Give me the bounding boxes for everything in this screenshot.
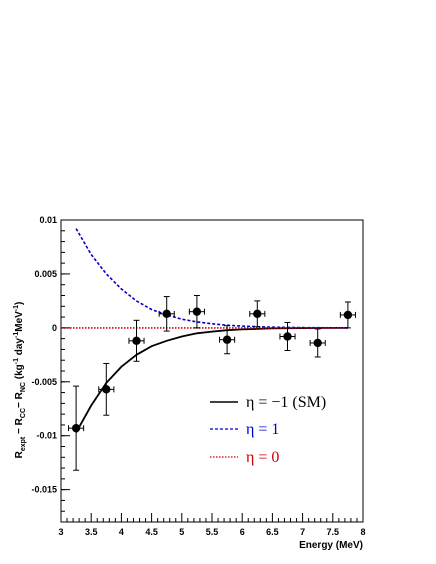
data-points (68, 295, 356, 471)
data-point (249, 300, 266, 328)
y-tick-label: -0.01 (36, 431, 57, 441)
x-tick-label: 6 (240, 527, 245, 537)
x-tick-label: 5 (179, 527, 184, 537)
data-marker (313, 338, 322, 348)
data-marker (162, 309, 171, 319)
data-point (279, 321, 296, 352)
y-tick-label: -0.005 (31, 377, 57, 387)
legend-label: η = −1 (SM) (246, 394, 326, 411)
x-tick-label: 8 (360, 527, 365, 537)
x-tick-label: 7 (300, 527, 305, 537)
y-axis-label: Rexpt − RCC− RNC (kg-1 day-1MeV-1) (13, 302, 27, 459)
data-marker (192, 307, 202, 316)
data-marker (71, 423, 81, 433)
data-marker (253, 309, 262, 319)
x-tick-label: 3 (58, 527, 63, 537)
curve-solid (75, 326, 348, 433)
data-marker (102, 385, 111, 394)
y-axis-label-text: Rexpt − RCC− RNC (kg-1 day-1MeV-1) (13, 302, 27, 459)
legend-label: η = 1 (246, 421, 279, 438)
y-tick-label: 0 (52, 323, 57, 333)
axis-ticks: 3 3.5 4 4.5 5 5.5 6 6.5 7 7.5 8 0.01 0.005 0 -0.005 -0.… (31, 215, 365, 537)
data-point (309, 328, 326, 358)
x-tick-label: 7.5 (327, 527, 340, 537)
data-marker (343, 310, 353, 320)
data-point (158, 296, 175, 332)
x-tick-label: 6.5 (266, 527, 279, 537)
x-axis-label: Energy (MeV) (299, 540, 363, 551)
x-tick-label: 3.5 (85, 527, 98, 537)
data-point (128, 319, 145, 362)
curve-dashed (75, 228, 348, 329)
x-tick-label: 5.5 (206, 527, 219, 537)
data-point (219, 325, 236, 355)
y-tick-label: -0.015 (31, 485, 57, 495)
x-tick-label: 4 (119, 527, 124, 537)
data-point (339, 301, 356, 329)
y-tick-label: 0.01 (39, 215, 57, 225)
y-tick-label: 0.005 (34, 269, 57, 279)
data-point (68, 385, 85, 471)
x-tick-label: 4.5 (145, 527, 158, 537)
data-marker (132, 336, 141, 345)
legend-label: η = 0 (246, 449, 279, 466)
data-marker (222, 335, 232, 344)
legend: η = −1 (SM) η = 1 η = 0 (210, 394, 326, 466)
data-marker (283, 332, 292, 341)
data-point (188, 295, 205, 329)
data-point (98, 362, 115, 416)
